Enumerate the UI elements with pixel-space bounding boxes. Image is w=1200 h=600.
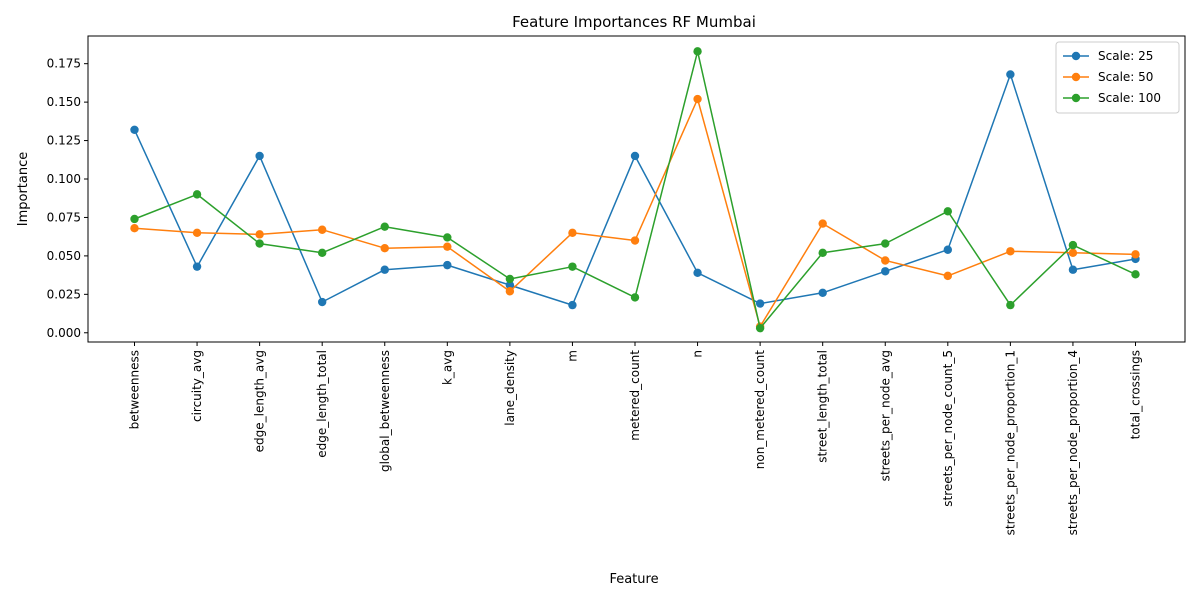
data-point xyxy=(1006,70,1015,79)
x-axis-label: Feature xyxy=(609,572,658,587)
data-point xyxy=(130,224,139,233)
data-point xyxy=(818,219,827,228)
x-tick-label: streets_per_node_proportion_4 xyxy=(1066,350,1080,535)
data-point xyxy=(443,260,452,270)
legend-marker xyxy=(1071,51,1081,61)
data-point xyxy=(693,94,702,104)
data-point xyxy=(130,125,139,134)
data-point xyxy=(505,274,515,284)
data-point xyxy=(443,233,452,242)
legend-marker xyxy=(1071,93,1081,103)
data-point xyxy=(1068,240,1078,250)
data-point xyxy=(255,239,264,248)
y-tick-label: 0.025 xyxy=(47,287,81,301)
x-tick-label: k_avg xyxy=(440,350,454,385)
data-point xyxy=(192,190,202,199)
data-point xyxy=(317,248,327,258)
x-tick-label: edge_length_avg xyxy=(253,350,267,452)
x-tick-label: streets_per_node_avg xyxy=(878,350,892,481)
data-point xyxy=(1131,270,1140,279)
x-tick-label: edge_length_total xyxy=(315,350,329,458)
legend-item: Scale: 50 xyxy=(1063,70,1153,84)
legend-marker xyxy=(1071,72,1081,82)
x-tick-label: lane_density xyxy=(503,350,517,426)
series-line xyxy=(134,50,1136,329)
data-point xyxy=(505,280,515,290)
legend-label: Scale: 25 xyxy=(1098,49,1153,63)
y-tick-label: 0.100 xyxy=(47,172,81,186)
data-point xyxy=(630,236,640,245)
x-tick-label: global_betweenness xyxy=(378,350,392,472)
data-point xyxy=(755,323,765,333)
x-tick-label: non_metered_count xyxy=(753,350,767,470)
plot-area-frame xyxy=(87,35,1186,343)
legend-label: Scale: 50 xyxy=(1098,70,1153,84)
series-2 xyxy=(130,94,1140,331)
series-1 xyxy=(130,70,1140,310)
y-tick-label: 0.125 xyxy=(47,134,81,148)
data-point xyxy=(568,262,577,271)
y-axis: 0.000 0.025 0.050 0.075 0.100 0.125 0.150 0.175 xyxy=(47,57,88,340)
legend-item: Scale: 100 xyxy=(1063,91,1161,105)
x-tick-label: total_crossings xyxy=(1129,350,1143,439)
data-point xyxy=(818,248,827,258)
data-point xyxy=(1068,265,1078,274)
data-point xyxy=(380,222,389,231)
legend-item: Scale: 25 xyxy=(1063,49,1153,63)
data-point xyxy=(881,256,890,265)
data-point xyxy=(755,299,765,308)
data-point xyxy=(255,151,264,161)
data-point xyxy=(693,47,702,56)
x-axis: betweenness circuity_avg edge_length_avg ed… xyxy=(128,342,1143,535)
data-point xyxy=(1006,247,1015,256)
data-point xyxy=(317,225,327,234)
data-point xyxy=(380,244,389,253)
data-point xyxy=(630,151,640,161)
data-point xyxy=(255,230,264,239)
data-point xyxy=(693,268,702,278)
chart-title: Feature Importances RF Mumbai xyxy=(512,13,756,31)
legend-label: Scale: 100 xyxy=(1098,91,1161,105)
data-point xyxy=(818,288,827,297)
data-point xyxy=(505,287,515,296)
x-tick-label: streets_per_node_proportion_1 xyxy=(1003,350,1017,535)
data-point xyxy=(192,262,202,271)
series-3 xyxy=(130,47,1140,333)
x-tick-label: m xyxy=(565,350,579,362)
data-point xyxy=(1006,300,1015,310)
data-point xyxy=(943,207,953,216)
data-point xyxy=(630,293,640,302)
series-layer xyxy=(130,47,1140,333)
data-point xyxy=(1068,248,1078,258)
y-tick-label: 0.075 xyxy=(47,210,81,224)
data-point xyxy=(192,228,202,238)
data-point xyxy=(380,265,389,274)
legend: Scale: 25 Scale: 50 Scale: 100 xyxy=(1055,41,1180,114)
data-point xyxy=(568,300,577,310)
data-point xyxy=(443,242,452,251)
data-point xyxy=(568,228,577,238)
y-tick-label: 0.150 xyxy=(47,95,81,109)
data-point xyxy=(317,297,327,307)
data-point xyxy=(130,214,139,224)
series-line xyxy=(133,73,1136,306)
legend-box xyxy=(1055,41,1180,114)
data-point xyxy=(943,271,953,281)
y-axis-label: Importance xyxy=(16,152,31,227)
x-tick-label: betweenness xyxy=(128,350,142,429)
data-point xyxy=(943,245,953,254)
x-tick-label: n xyxy=(691,350,705,358)
y-tick-label: 0.175 xyxy=(47,57,81,71)
x-tick-label: metered_count xyxy=(628,350,642,441)
y-tick-label: 0.050 xyxy=(47,249,81,263)
x-tick-label: streets_per_node_count_5 xyxy=(941,350,955,507)
y-tick-label: 0.000 xyxy=(47,326,81,340)
x-tick-label: circuity_avg xyxy=(190,350,204,422)
data-point xyxy=(1131,250,1140,259)
x-tick-label: street_length_total xyxy=(816,350,830,463)
data-point xyxy=(881,267,890,276)
data-point xyxy=(881,239,890,248)
